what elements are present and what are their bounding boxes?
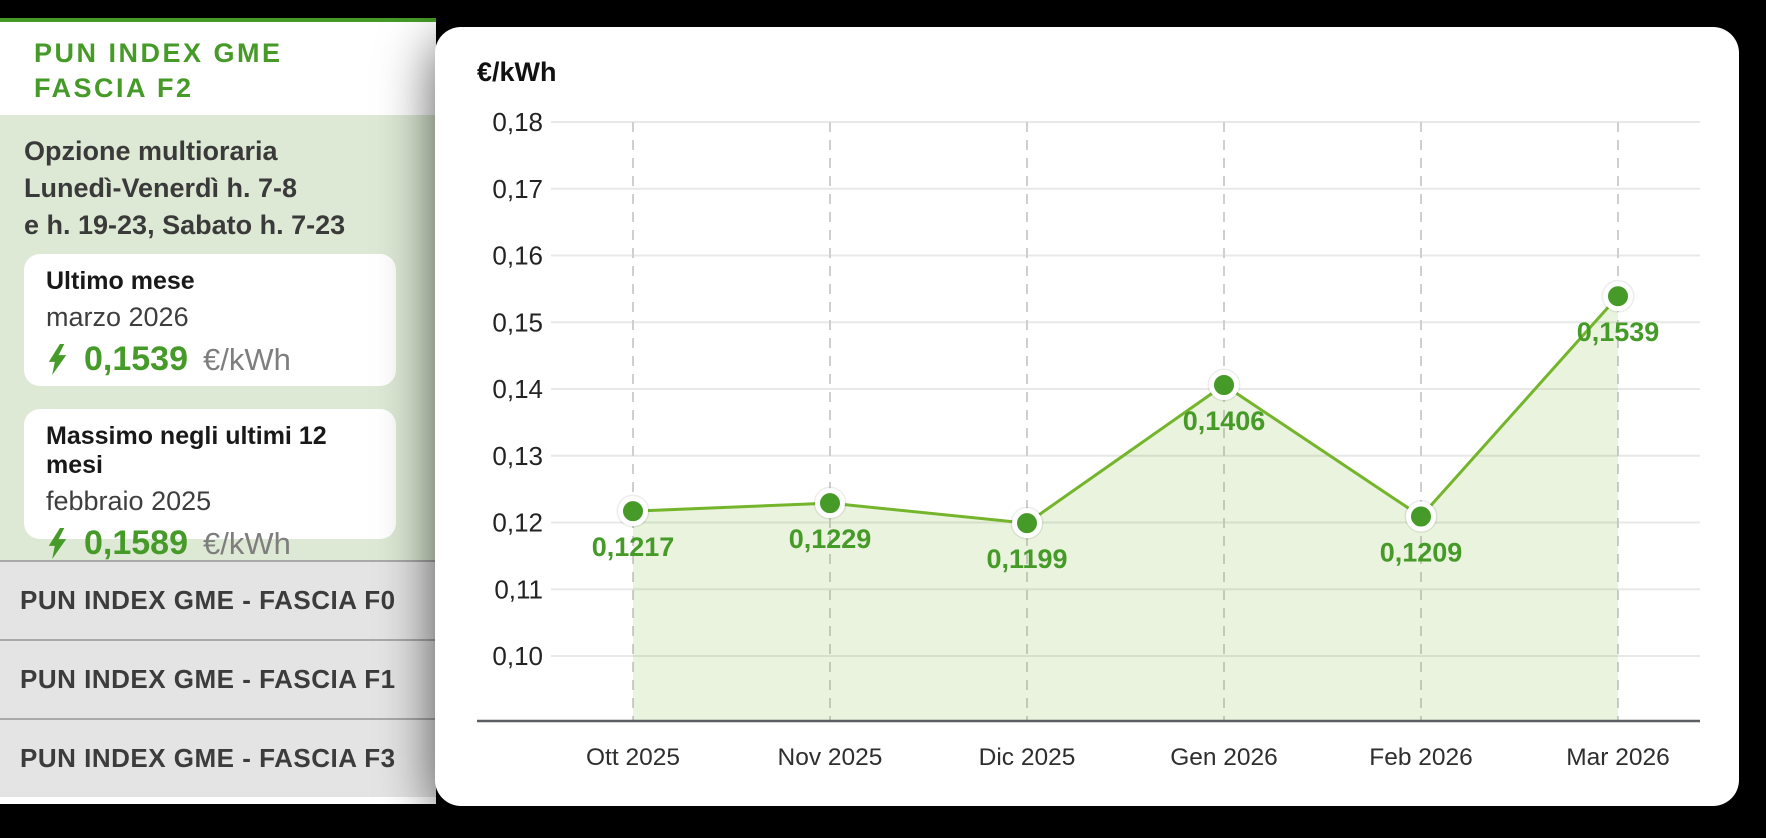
y-tick-label: 0,18 <box>492 107 543 137</box>
chart-card: €/kWh 0,18 0,17 0,16 0,15 0,14 0,13 0,12 0,11 0,… <box>435 27 1739 806</box>
option-description-line1: Opzione multioraria <box>24 136 278 166</box>
data-point-halo <box>1207 368 1241 402</box>
y-tick-label: 0,13 <box>492 441 543 471</box>
point-value-label: 0,1217 <box>592 532 675 562</box>
data-point-halo <box>616 494 650 528</box>
y-tick-label: 0,14 <box>492 374 543 404</box>
sidebar-top-accent-bar <box>0 18 436 22</box>
fascia-nav-list: PUN INDEX GME - FASCIA F0 PUN INDEX GME … <box>0 560 436 797</box>
lightning-bolt-icon <box>48 528 67 559</box>
nav-item-fascia-f1[interactable]: PUN INDEX GME - FASCIA F1 <box>0 639 436 718</box>
y-tick-label: 0,17 <box>492 174 543 204</box>
y-tick-label: 0,10 <box>492 641 543 671</box>
max-12-months-unit: €/kWh <box>203 525 291 561</box>
point-value-label: 0,1199 <box>986 544 1067 574</box>
option-description-line3: e h. 19-23, Sabato h. 7-23 <box>24 210 346 240</box>
y-tick-label: 0,11 <box>494 574 543 604</box>
max-12-months-card: Massimo negli ultimi 12 mesi febbraio 20… <box>24 409 396 562</box>
last-month-value: 0,1539 <box>84 340 188 378</box>
page-title-line2: FASCIA F2 <box>34 73 194 103</box>
max-12-months-value: 0,1589 <box>84 524 188 562</box>
page-title: PUN INDEX GME FASCIA F2 <box>0 22 436 115</box>
price-line <box>632 295 1620 525</box>
page-title-line1: PUN INDEX GME <box>34 38 283 68</box>
last-month-period: marzo 2026 <box>46 302 189 332</box>
last-month-card: Ultimo mese marzo 2026 0,1539 €/kWh <box>24 254 396 386</box>
point-value-label: 0,1539 <box>1577 317 1660 347</box>
data-point[interactable] <box>1012 508 1042 539</box>
max-12-months-heading: Massimo negli ultimi 12 mesi <box>46 422 327 479</box>
x-tick-label: Mar 2026 <box>1566 744 1670 771</box>
data-point[interactable] <box>1406 501 1436 532</box>
lightning-bolt-icon <box>48 344 67 375</box>
option-panel: Opzione multioraria Lunedì-Venerdì h. 7-… <box>0 115 436 562</box>
data-point[interactable] <box>1209 369 1239 400</box>
x-tick-label: Ott 2025 <box>586 744 680 771</box>
data-point-halo <box>813 486 847 520</box>
x-tick-label: Nov 2025 <box>778 744 883 771</box>
data-point-halo <box>1601 279 1635 313</box>
option-description-line2: Lunedì-Venerdì h. 7-8 <box>24 173 298 203</box>
y-tick-label: 0,16 <box>492 241 543 271</box>
point-value-label: 0,1209 <box>1380 537 1463 567</box>
x-tick-label: Gen 2026 <box>1170 744 1278 771</box>
sidebar: PUN INDEX GME FASCIA F2 Opzione multiora… <box>0 18 436 804</box>
data-point[interactable] <box>618 496 648 527</box>
data-point[interactable] <box>815 488 845 519</box>
y-axis-unit-label: €/kWh <box>477 57 557 87</box>
max-12-months-period: febbraio 2025 <box>46 486 212 516</box>
data-point[interactable] <box>1603 281 1633 312</box>
last-month-unit: €/kWh <box>203 341 291 377</box>
data-point-halo <box>1404 499 1438 533</box>
data-point-halo <box>1010 506 1044 540</box>
y-tick-label: 0,12 <box>492 508 543 538</box>
point-value-label: 0,1406 <box>1183 406 1266 436</box>
area-fill <box>633 296 1618 721</box>
nav-item-fascia-f0[interactable]: PUN INDEX GME - FASCIA F0 <box>0 560 436 639</box>
point-value-label: 0,1229 <box>789 524 872 554</box>
last-month-heading: Ultimo mese <box>46 267 195 295</box>
option-description: Opzione multioraria Lunedì-Venerdì h. 7-… <box>24 133 412 244</box>
y-tick-label: 0,15 <box>492 307 543 337</box>
nav-item-fascia-f3[interactable]: PUN INDEX GME - FASCIA F3 <box>0 718 436 797</box>
x-tick-label: Feb 2026 <box>1369 744 1473 771</box>
price-area-chart: 0,18 0,17 0,16 0,15 0,14 0,13 0,12 0,11 0,10 0,12… <box>477 107 1700 771</box>
x-tick-label: Dic 2025 <box>979 744 1076 771</box>
